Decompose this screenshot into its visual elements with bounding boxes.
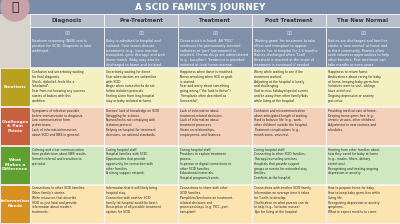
Text: Connections to share with other
SCID families.
Pamphlets/brochures on treatment-: Connections to share with other SCID fam… — [180, 186, 233, 214]
Text: A SCID FAMILY'S JOURNEY: A SCID FAMILY'S JOURNEY — [135, 2, 265, 11]
Text: What
Makes a
Difference: What Makes a Difference — [2, 158, 28, 172]
FancyBboxPatch shape — [178, 146, 252, 184]
Text: How to prepare home for baby.
How to keep baby germ-free while
living life.
Reco: How to prepare home for baby. How to kee… — [328, 186, 380, 214]
FancyBboxPatch shape — [30, 185, 104, 223]
Text: Baby is admitted to hospital and
isolated. Care teams discuss
treatments (e.g., : Baby is admitted to hospital and isolate… — [106, 39, 165, 67]
Text: Diagnosis: Diagnosis — [52, 18, 82, 23]
FancyBboxPatch shape — [104, 14, 178, 27]
FancyBboxPatch shape — [178, 27, 252, 67]
Text: Uncertainty waiting for donor.
Fear when doctors are unfamiliar
with SCID.
Anger: Uncertainty waiting for donor. Fear when… — [106, 70, 156, 103]
Text: Information
Needs: Information Needs — [0, 199, 30, 208]
Text: Symptoms of infection possible
before immunization to diagnosis.
Low communicati: Symptoms of infection possible before im… — [32, 109, 83, 136]
FancyBboxPatch shape — [0, 107, 30, 145]
Text: ⊞: ⊞ — [286, 30, 292, 35]
Text: The New Normal: The New Normal — [338, 18, 388, 23]
FancyBboxPatch shape — [178, 107, 252, 145]
Text: Challenges
& Pain
Points: Challenges & Pain Points — [1, 120, 29, 133]
FancyBboxPatch shape — [104, 27, 178, 67]
Text: Calming and clear communication
from pediatrician about NBS results.
Smooth refe: Calming and clear communication from ped… — [32, 147, 87, 166]
Text: Babies are discharged and families
create a 'new normal' at home and
in their co: Babies are discharged and families creat… — [328, 39, 389, 67]
FancyBboxPatch shape — [326, 14, 400, 27]
FancyBboxPatch shape — [30, 27, 104, 67]
FancyBboxPatch shape — [30, 146, 104, 184]
Text: Providing medical care at home.
Keeping home germ-free (e.g.,
chronic viruses, o: Providing medical care at home. Keeping … — [328, 109, 377, 132]
FancyBboxPatch shape — [178, 68, 252, 106]
FancyBboxPatch shape — [252, 68, 326, 106]
Text: 👣: 👣 — [11, 0, 19, 13]
FancyBboxPatch shape — [0, 146, 30, 184]
FancyBboxPatch shape — [326, 68, 400, 106]
Text: Newborn screening (NBS) test is
positive for SCID. Diagnosis is later
confirmed.: Newborn screening (NBS) test is positive… — [32, 39, 92, 52]
Text: Treatment: Treatment — [199, 18, 231, 23]
FancyBboxPatch shape — [178, 14, 252, 27]
Text: Connections to other SCID families.
Other family's stories.
Write resources that: Connections to other SCID families. Othe… — [32, 186, 85, 214]
Circle shape — [1, 0, 29, 21]
Text: Connections with another SCID family.
Information on average time it takes
for T: Connections with another SCID family. In… — [254, 186, 312, 214]
FancyBboxPatch shape — [104, 68, 178, 106]
FancyBboxPatch shape — [0, 0, 400, 14]
FancyBboxPatch shape — [104, 107, 178, 145]
Text: Lack of information about
treatment-related decisions.
Lack of information about: Lack of information about treatment-rela… — [180, 109, 223, 136]
FancyBboxPatch shape — [252, 185, 326, 223]
Text: ⊞: ⊞ — [360, 30, 366, 35]
FancyBboxPatch shape — [0, 185, 30, 223]
Text: Confusion and uncertainty waiting
for final diagnosis.
Shock, disbelief, feels l: Confusion and uncertainty waiting for fi… — [32, 70, 85, 103]
FancyBboxPatch shape — [252, 146, 326, 184]
FancyBboxPatch shape — [104, 146, 178, 184]
FancyBboxPatch shape — [178, 185, 252, 223]
Text: Doctors' lack of knowledge on SCID
Struggling for a donor.
Nurses/techs not comp: Doctors' lack of knowledge on SCID Strug… — [106, 109, 159, 136]
Text: Information that it will likely bring
hospital stay.
Connection with another SCI: Information that it will likely bring ho… — [106, 186, 161, 214]
FancyBboxPatch shape — [326, 107, 400, 145]
FancyBboxPatch shape — [0, 68, 30, 106]
FancyBboxPatch shape — [252, 14, 326, 27]
Text: Donor match is found. All 'PICC'
continues the permanently inserted
catheters or: Donor match is found. All 'PICC' continu… — [180, 39, 248, 67]
FancyBboxPatch shape — [30, 107, 104, 145]
Text: 'Waiting game' for treatment to take
effect and transplant to appear.
Babies liv: 'Waiting game' for treatment to take eff… — [254, 39, 318, 67]
Text: Confusion and miscommunication
about anticipated length of waiting.
Hard to bala: Confusion and miscommunication about ant… — [254, 109, 308, 136]
Text: Happiness when donor is matched.
Nerve-wracking when HCE or graft
is started.
Fe: Happiness when donor is matched. Nerve-w… — [180, 70, 233, 103]
FancyBboxPatch shape — [30, 14, 104, 27]
Text: Hearing from other families about
how they cared for baby at home
(e.g., masks, : Hearing from other families about how th… — [328, 147, 379, 175]
FancyBboxPatch shape — [326, 27, 400, 67]
Text: Worry while waiting to see if the
treatment worked.
Adjusting at the hospital is: Worry while waiting to see if the treatm… — [254, 70, 308, 103]
FancyBboxPatch shape — [252, 107, 326, 145]
FancyBboxPatch shape — [252, 27, 326, 67]
Text: Post Treatment: Post Treatment — [265, 18, 313, 23]
Text: Caring hospital staff.
Hospital families with SCID.
Opportunities that provide
o: Caring hospital staff. Hospital families… — [106, 147, 153, 175]
Text: Emotions: Emotions — [4, 85, 26, 89]
FancyBboxPatch shape — [326, 185, 400, 223]
Text: Happiness to return home.
Ambivalence about caring for baby
at home, keeping bab: Happiness to return home. Ambivalence ab… — [328, 70, 381, 103]
Text: ⊞: ⊞ — [212, 30, 218, 35]
FancyBboxPatch shape — [104, 185, 178, 223]
Text: ⊞: ⊞ — [138, 30, 144, 35]
Text: Pre-Treatment: Pre-Treatment — [119, 18, 163, 23]
Text: Caring hospital staff.
Providers to explain treatment
process.
In-person or digi: Caring hospital staff. Providers to expl… — [180, 147, 231, 180]
FancyBboxPatch shape — [326, 146, 400, 184]
Text: ⊞: ⊞ — [64, 30, 70, 35]
FancyBboxPatch shape — [30, 68, 104, 106]
Text: Caring hospital staff.
Connecting to other SCID families.
Therapy/counseling ser: Caring hospital staff. Connecting to oth… — [254, 147, 307, 180]
